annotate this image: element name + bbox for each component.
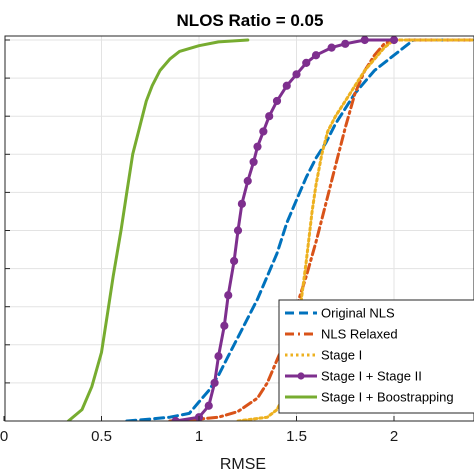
series-marker — [265, 112, 274, 121]
legend-label: Original NLS — [321, 306, 395, 321]
series-marker — [292, 70, 301, 79]
series-marker — [389, 36, 399, 45]
legend-label: Stage I + Stage II — [321, 369, 422, 384]
series-line-4 — [66, 38, 250, 421]
series-marker — [360, 36, 369, 45]
legend-label: Stage I + Boostrapping — [321, 390, 454, 405]
series-marker — [214, 352, 223, 361]
series-marker — [237, 199, 246, 208]
axis-ticks: 0 0.5 1 1.5 2 — [0, 39, 398, 445]
x-tick-label: 2 — [390, 428, 398, 445]
series-marker — [233, 226, 243, 235]
series-marker — [259, 127, 268, 136]
series-marker — [272, 96, 282, 106]
series-marker — [341, 39, 350, 48]
series-marker — [311, 51, 321, 60]
series-marker — [230, 256, 239, 266]
x-tick-label: 1 — [195, 428, 203, 445]
series-marker — [249, 157, 258, 167]
series-marker — [327, 43, 336, 52]
series-marker — [210, 378, 219, 387]
series-marker — [302, 58, 311, 67]
x-tick-label: 1.5 — [286, 428, 307, 445]
x-tick-label: 0 — [0, 428, 8, 445]
series-marker — [220, 321, 229, 330]
legend-box — [278, 299, 474, 414]
legend-marker — [297, 372, 305, 380]
legend-label: Stage I — [321, 348, 362, 363]
series-marker — [253, 142, 262, 151]
legend-label: NLS Relaxed — [321, 327, 398, 342]
x-tick-label: 0.5 — [91, 428, 112, 445]
x-axis-label: RMSE — [220, 456, 266, 473]
series-marker — [282, 81, 291, 90]
series-lines — [66, 36, 474, 421]
series-marker — [224, 291, 233, 300]
plot-frame — [4, 35, 474, 422]
series-marker — [243, 176, 252, 186]
series-line-1 — [168, 38, 474, 421]
chart-title: NLOS Ratio = 0.05 — [177, 11, 324, 30]
series-marker — [204, 401, 213, 410]
legend: Original NLS NLS Relaxed Stage I Stage I + … — [278, 299, 474, 414]
